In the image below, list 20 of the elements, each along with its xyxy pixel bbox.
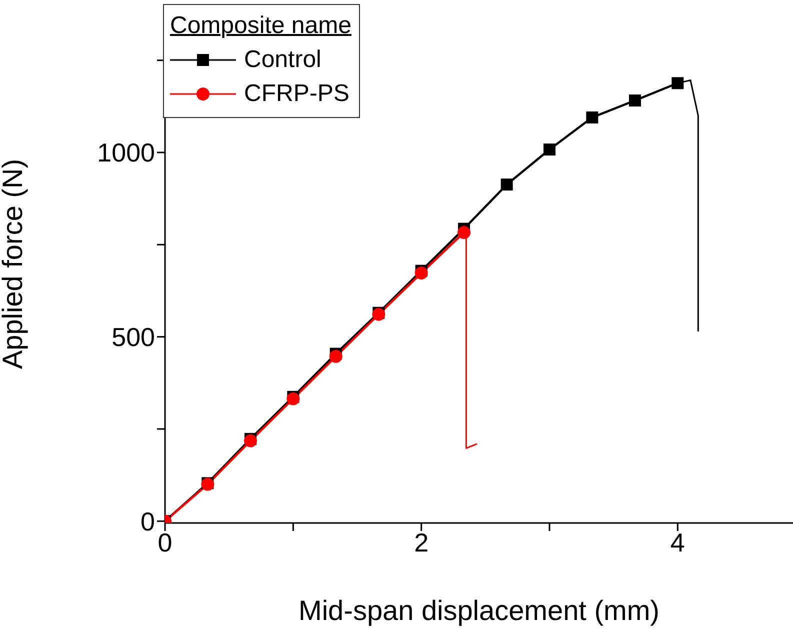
legend-label: Control [244, 45, 322, 75]
legend-title: Composite name [170, 11, 352, 41]
x-axis-title: Mid-span displacement (mm) [298, 595, 660, 626]
point [244, 434, 257, 448]
x-tick-label: 4 [670, 527, 685, 558]
y-tick-label: 0 [140, 506, 155, 536]
point [458, 226, 471, 239]
point [329, 350, 342, 363]
point [414, 266, 428, 280]
point [672, 77, 684, 90]
point [286, 392, 300, 406]
y-tick-label: 1000 [97, 138, 155, 168]
y-tick-label: 500 [112, 322, 155, 352]
x-tick-label: 2 [414, 527, 429, 558]
legend-label: CFRP-PS [244, 79, 350, 109]
point [543, 144, 556, 156]
point [628, 94, 641, 106]
y-axis-title: Applied force (N) [0, 158, 28, 370]
point [500, 178, 513, 191]
point [586, 111, 598, 124]
